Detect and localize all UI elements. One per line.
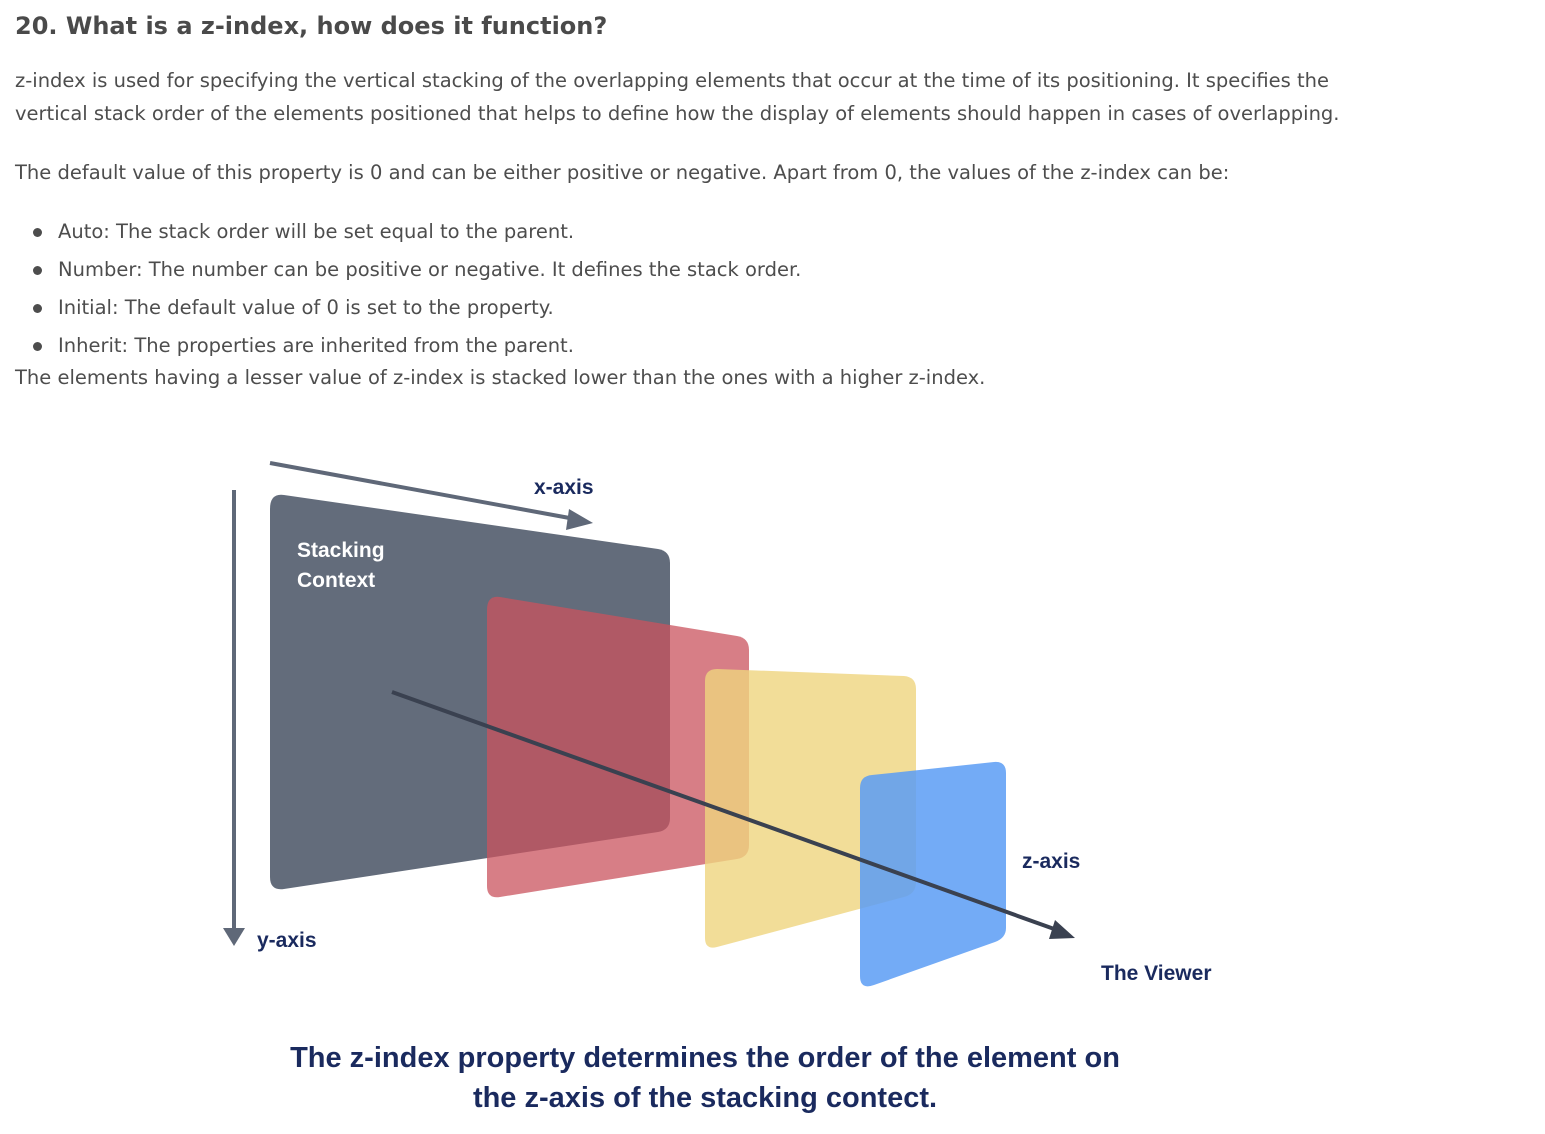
x-axis-label: x-axis [534, 476, 594, 499]
x-axis-arrowhead-icon [566, 509, 593, 530]
y-axis-arrowhead-icon [223, 928, 245, 946]
paragraph-stacking-rule: The elements having a lesser value of z-… [15, 366, 986, 389]
z-axis-arrowhead-icon [1049, 920, 1075, 939]
layer-red [487, 596, 749, 898]
list-item-text: Inherit: The properties are inherited fr… [58, 334, 574, 357]
list-item: Number: The number can be positive or ne… [15, 251, 801, 289]
stacking-context-label-line2: Context [297, 569, 375, 592]
y-axis-label: y-axis [257, 929, 317, 952]
viewer-label: The Viewer [1101, 962, 1212, 985]
list-item: Inherit: The properties are inherited fr… [15, 327, 801, 365]
z-axis-label: z-axis [1022, 850, 1080, 873]
bullet-icon [33, 228, 42, 237]
caption-line1: The z-index property determines the orde… [290, 1042, 1120, 1074]
paragraph-intro: z-index is used for specifying the verti… [15, 69, 1340, 125]
layer-blue [860, 761, 1006, 987]
list-item: Auto: The stack order will be set equal … [15, 213, 801, 251]
paragraph-default-value: The default value of this property is 0 … [15, 161, 1230, 184]
diagram-caption: The z-index property determines the orde… [255, 1038, 1155, 1118]
list-item: Initial: The default value of 0 is set t… [15, 289, 801, 327]
bullet-icon [33, 304, 42, 313]
x-axis-line [269, 461, 576, 521]
bullet-icon [33, 266, 42, 275]
stacking-context-label-line1: Stacking [297, 539, 385, 562]
list-item-text: Initial: The default value of 0 is set t… [58, 296, 554, 319]
caption-line2: the z-axis of the stacking contect. [472, 1082, 938, 1114]
question-title: 20. What is a z-index, how does it funct… [15, 12, 608, 40]
list-item-text: Number: The number can be positive or ne… [58, 258, 802, 281]
list-item-text: Auto: The stack order will be set equal … [58, 220, 575, 243]
z-axis-line [391, 690, 1058, 932]
z-index-values-list: Auto: The stack order will be set equal … [15, 213, 801, 365]
bullet-icon [33, 342, 42, 351]
